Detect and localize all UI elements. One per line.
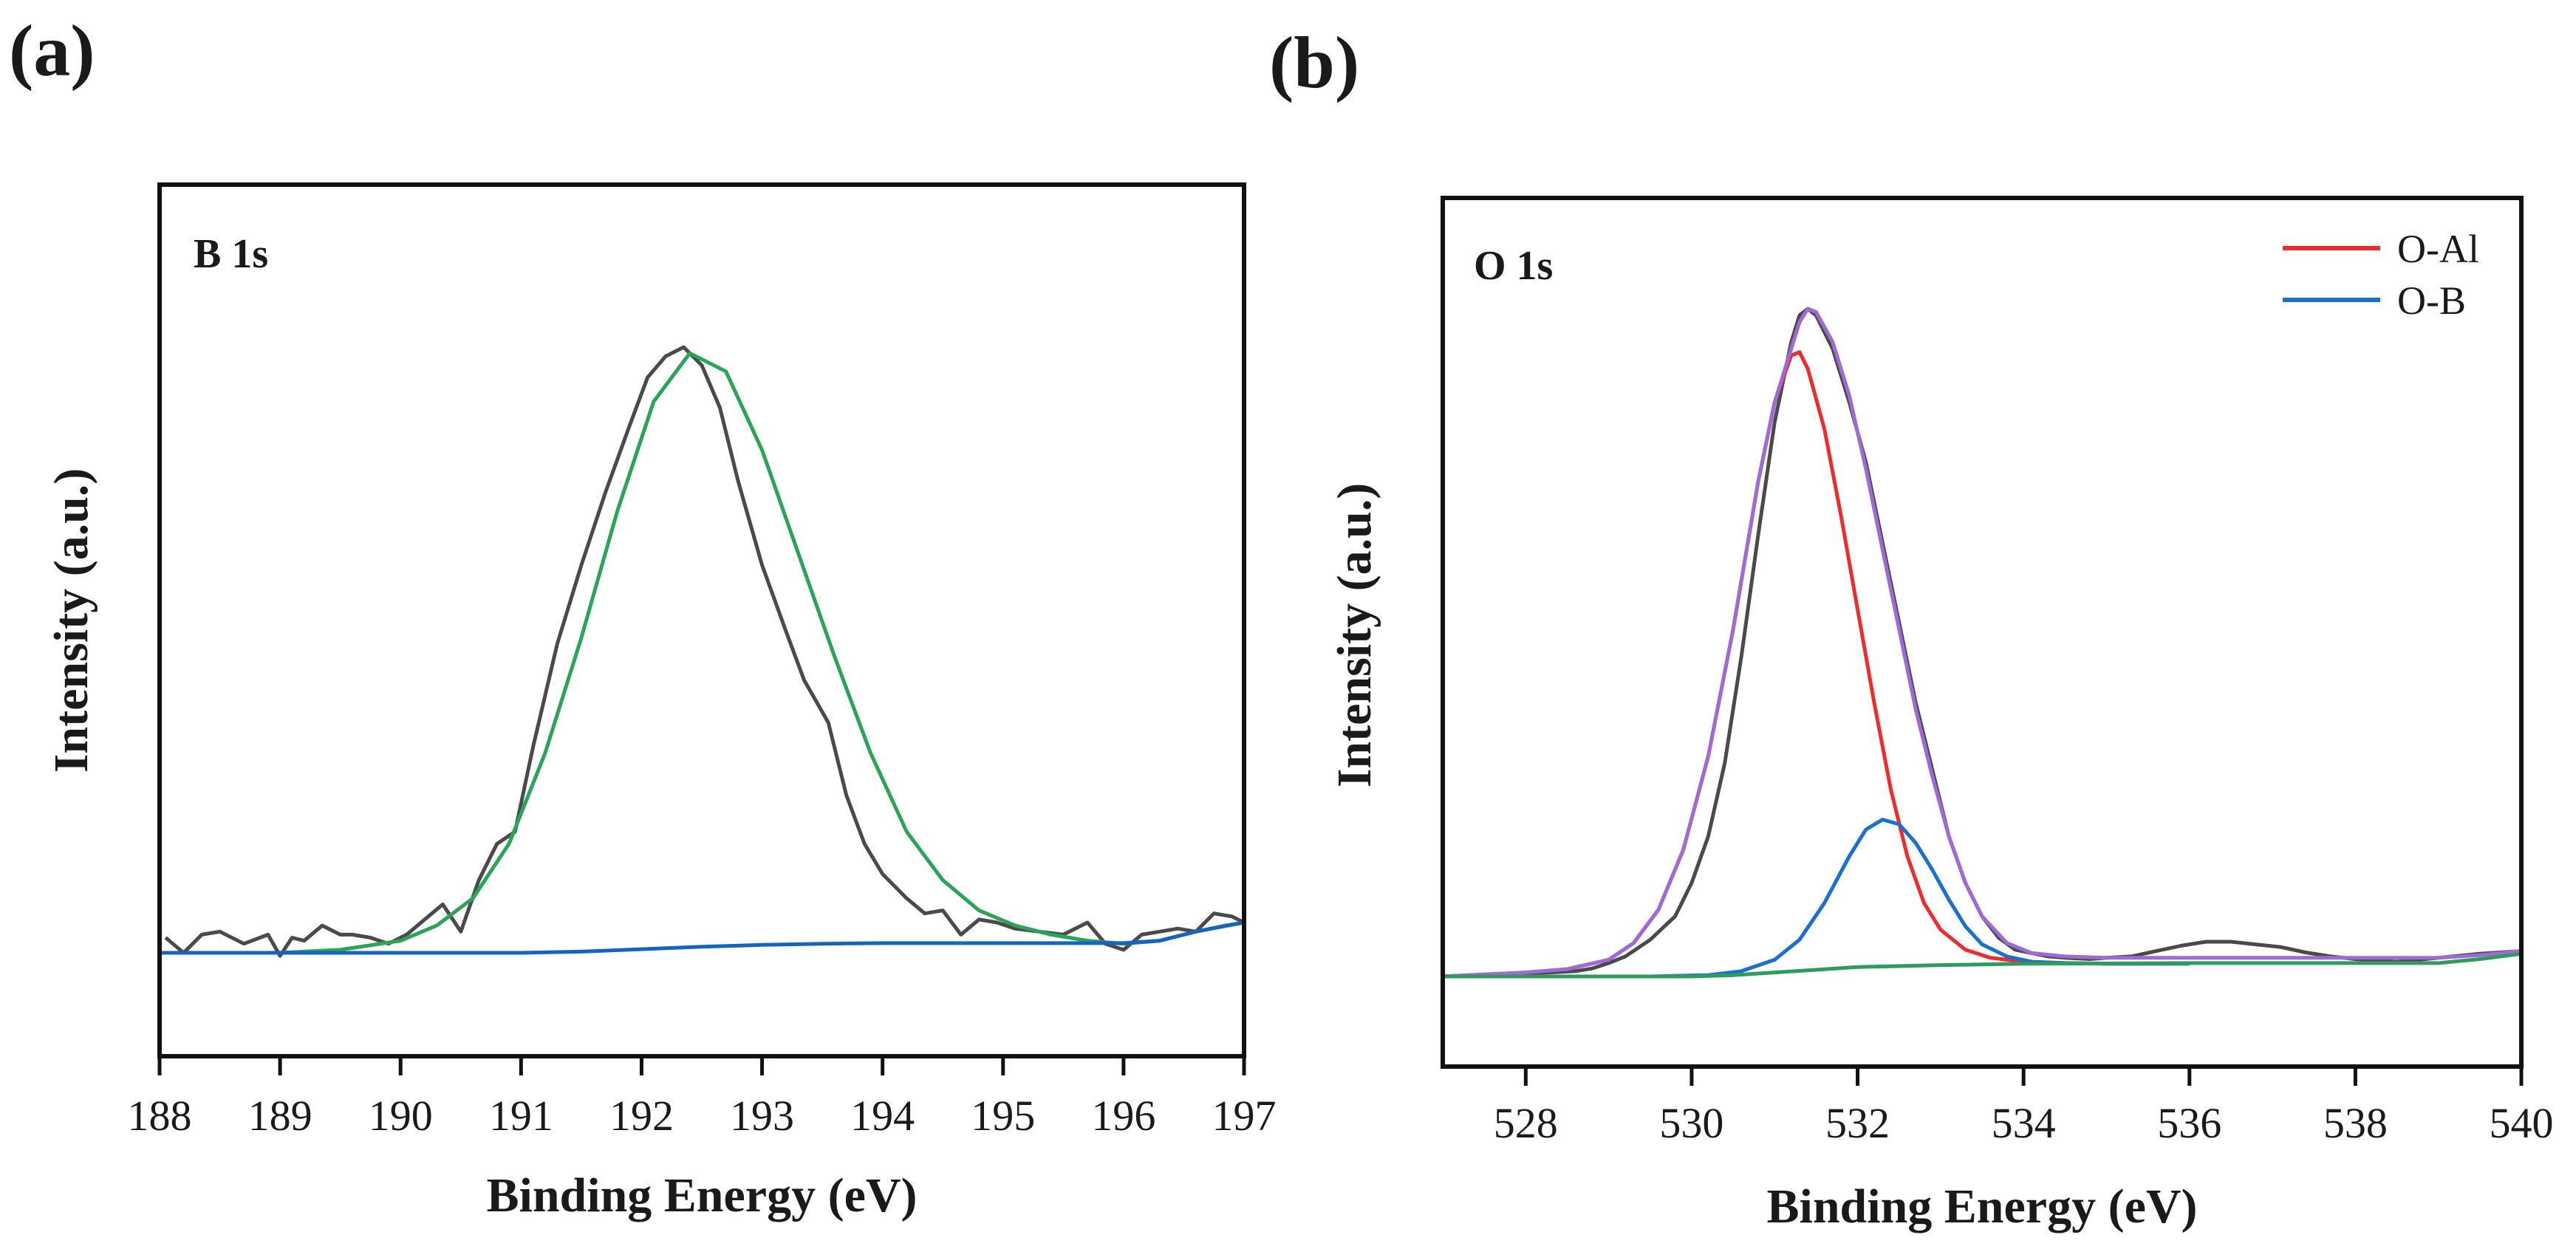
raw-spectrum-line-a: [164, 345, 1246, 958]
panel-label-b: (b): [1269, 21, 1359, 103]
x-tick-label: 193: [730, 1092, 794, 1140]
o-b-component-line: [1443, 818, 2190, 979]
fit-curve-line-a: [160, 351, 1245, 955]
panel-label-a: (a): [9, 10, 95, 92]
envelope-fit-line-b: [1442, 307, 2522, 979]
plot-frame-a: [157, 182, 1246, 1058]
x-tick-label: 189: [248, 1092, 312, 1140]
x-tick-label: 536: [2157, 1099, 2221, 1147]
x-tick-label: 192: [609, 1092, 674, 1140]
baseline-line-b: [1443, 951, 2522, 979]
annotation-a: B 1s: [194, 231, 268, 277]
x-tick-label: 188: [128, 1092, 192, 1140]
x-tick-label: 196: [1091, 1092, 1155, 1140]
legend-label-o-b: O-B: [2397, 278, 2466, 323]
x-axis-title-b: Binding Energy (eV): [1766, 1180, 2197, 1233]
x-tick-label: 190: [369, 1092, 433, 1140]
x-tick-label: 197: [1212, 1092, 1277, 1140]
plot-area-a: [160, 345, 1246, 958]
x-tick-label: 528: [1494, 1099, 1558, 1147]
x-tick-label: 540: [2490, 1099, 2554, 1147]
x-tick-label: 534: [1992, 1099, 2056, 1147]
x-tick-label: 195: [971, 1092, 1035, 1140]
x-ticks-a: 188 189 190 191 192 193 194 195 196 197: [128, 1056, 1277, 1140]
x-tick-label: 538: [2323, 1099, 2388, 1147]
raw-spectrum-line-b: [1442, 307, 2522, 979]
plot-frame-b: [1441, 196, 2524, 1069]
plot-area-b: [1442, 307, 2522, 979]
baseline-line-a: [160, 920, 1245, 955]
x-tick-label: 194: [850, 1092, 915, 1140]
y-axis-title-b: Intensity (a.u.): [1328, 483, 1381, 788]
panel-b: (b) O 1s O-Al O-B 528 530 532 534 536 538 540 …: [1269, 21, 2554, 1233]
x-tick-label: 530: [1659, 1099, 1723, 1147]
x-tick-label: 191: [489, 1092, 553, 1140]
annotation-b: O 1s: [1474, 243, 1553, 289]
legend-b: O-Al O-B: [2283, 227, 2479, 323]
o-al-component-line: [1442, 350, 2148, 979]
y-axis-title-a: Intensity (a.u.): [44, 468, 98, 773]
x-axis-title-a: Binding Energy (eV): [486, 1168, 917, 1222]
x-ticks-b: 528 530 532 534 536 538 540: [1494, 1067, 2554, 1147]
legend-label-o-al: O-Al: [2397, 227, 2479, 271]
panel-a: (a) B 1s 188 189 190 191 192 193 194 195 196 197 …: [9, 10, 1277, 1222]
x-tick-label: 532: [1825, 1099, 1890, 1147]
